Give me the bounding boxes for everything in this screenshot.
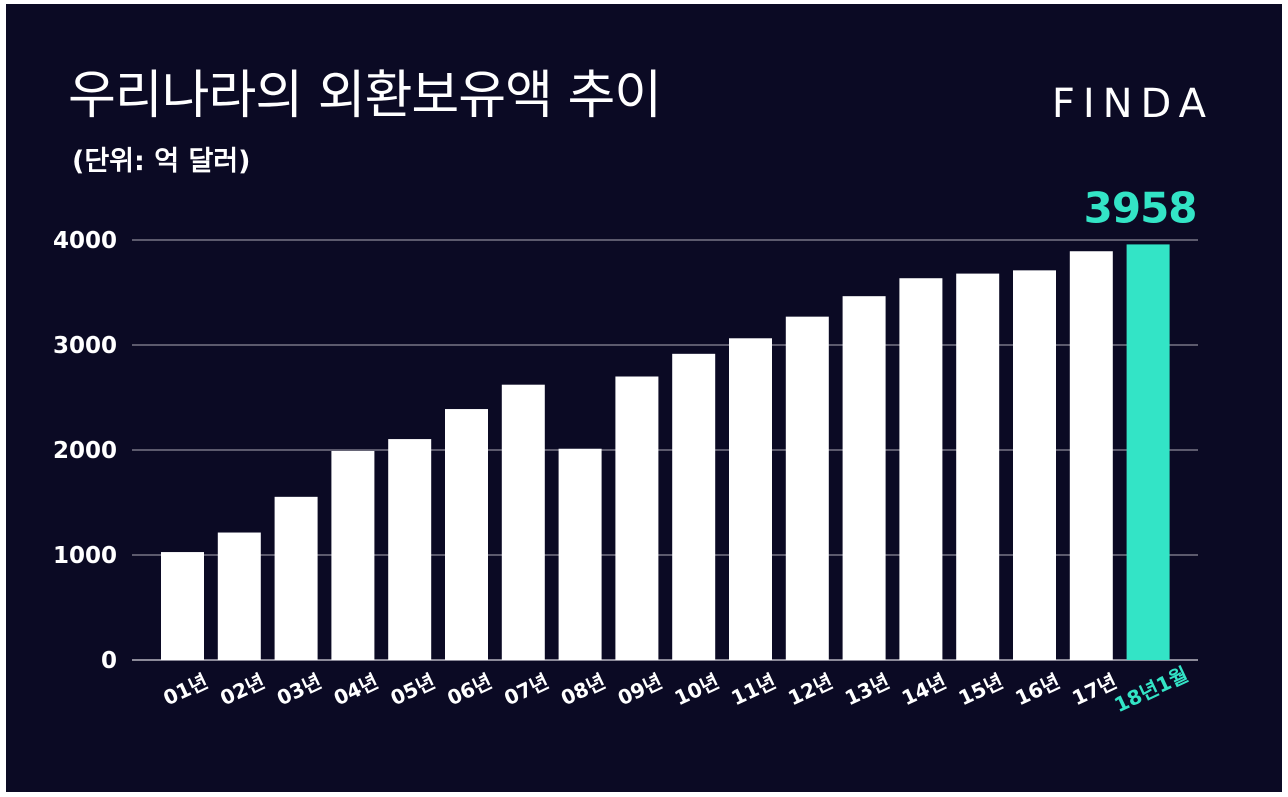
x-tick-label: 17년: [1068, 669, 1120, 710]
x-tick-label: 03년: [273, 669, 325, 710]
y-tick-label: 2000: [53, 438, 117, 464]
x-tick-label: 10년: [671, 669, 723, 710]
bar: [388, 439, 432, 660]
y-tick-label: 4000: [53, 228, 117, 254]
bar: [615, 376, 659, 660]
bar: [842, 296, 886, 660]
x-tick-label: 06년: [444, 669, 496, 710]
x-tick-label: 01년: [160, 669, 212, 710]
y-tick-label: 3000: [53, 333, 117, 359]
x-tick-label: 08년: [557, 669, 609, 710]
highlight-data-label: 3958: [1084, 183, 1197, 232]
y-tick-label: 1000: [53, 543, 117, 569]
bar: [899, 278, 943, 660]
bar: [672, 353, 716, 660]
bar: [785, 316, 829, 660]
x-tick-label: 04년: [330, 669, 382, 710]
x-tick-label: 15년: [955, 669, 1007, 710]
x-tick-label: 09년: [614, 669, 666, 710]
bar: [274, 496, 318, 660]
bar-highlight: [1126, 244, 1170, 660]
x-tick-label: 13년: [841, 669, 893, 710]
x-tick-label: 12년: [784, 669, 836, 710]
x-tick-label: 07년: [500, 669, 552, 710]
x-tick-label: 18년1월: [1110, 662, 1191, 717]
bar: [501, 384, 545, 660]
bar: [1013, 270, 1056, 660]
chart-title: 우리나라의 외환보유액 추이: [68, 66, 662, 126]
x-tick-label: 16년: [1012, 669, 1064, 710]
bar: [729, 338, 772, 660]
bar: [956, 273, 1000, 660]
bar: [445, 409, 488, 660]
x-tick-label: 11년: [728, 669, 780, 710]
x-tick-label: 05년: [387, 669, 439, 710]
x-tick-label: 02년: [216, 669, 268, 710]
bar: [161, 552, 204, 660]
finda-logo: FINDA: [1051, 81, 1214, 127]
y-tick-label: 0: [101, 648, 117, 674]
bar: [217, 532, 261, 660]
bar: [1069, 251, 1113, 661]
chart-subtitle: (단위: 억 달러): [72, 146, 251, 177]
bar: [558, 448, 602, 660]
bar: [331, 450, 375, 660]
x-tick-label: 14년: [898, 669, 950, 710]
